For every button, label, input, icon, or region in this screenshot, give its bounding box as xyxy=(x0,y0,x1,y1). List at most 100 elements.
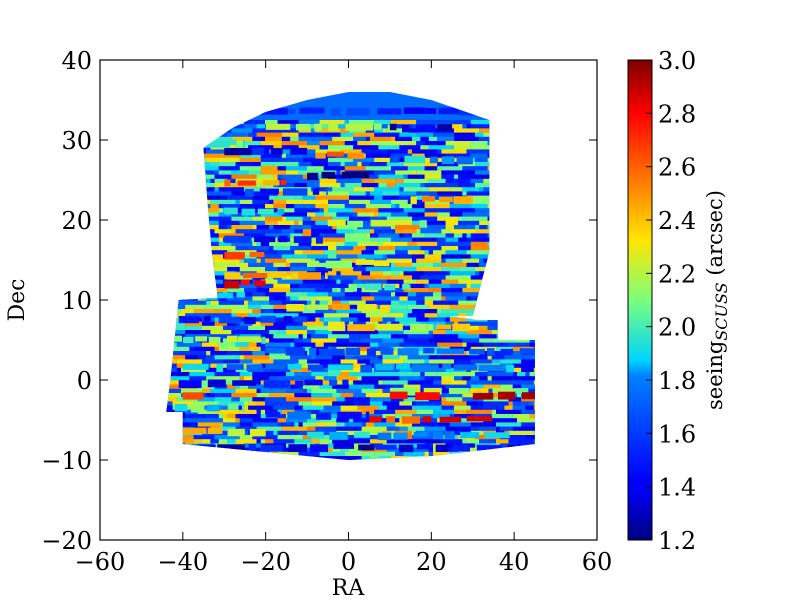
seeing-cell xyxy=(462,342,467,348)
seeing-cell xyxy=(378,246,396,251)
seeing-cell xyxy=(302,334,307,339)
seeing-cell xyxy=(445,220,459,226)
seeing-cell xyxy=(286,170,299,175)
seeing-cell xyxy=(256,380,261,385)
seeing-cell xyxy=(193,342,202,348)
seeing-stripe xyxy=(315,152,326,159)
seeing-cell xyxy=(260,372,286,377)
y-tick-label: 30 xyxy=(61,127,92,155)
seeing-cell xyxy=(260,258,265,264)
seeing-cell xyxy=(458,174,471,180)
seeing-cell xyxy=(349,334,370,339)
seeing-stripe xyxy=(476,444,492,452)
seeing-cell xyxy=(349,447,362,453)
seeing-cell xyxy=(420,275,446,280)
seeing-cell xyxy=(328,422,337,427)
seeing-cell xyxy=(365,191,370,196)
seeing-stripe xyxy=(389,391,408,399)
seeing-cell xyxy=(479,338,492,343)
seeing-cell xyxy=(214,246,236,251)
seeing-cell xyxy=(239,267,265,272)
seeing-cell xyxy=(441,149,467,154)
seeing-cell xyxy=(365,153,391,159)
seeing-cell xyxy=(265,397,286,402)
seeing-cell xyxy=(365,267,391,272)
seeing-cell xyxy=(277,451,299,457)
seeing-cell xyxy=(256,124,265,129)
seeing-cell xyxy=(437,191,463,196)
seeing-stripe xyxy=(422,416,432,423)
seeing-cell xyxy=(256,183,261,188)
seeing-cell xyxy=(290,267,316,272)
seeing-cell xyxy=(302,157,328,163)
colorbar-tick-label: 1.8 xyxy=(658,367,696,395)
seeing-stripe xyxy=(207,427,223,434)
seeing-stripe xyxy=(203,315,211,322)
seeing-cell xyxy=(315,212,324,217)
seeing-cell xyxy=(214,187,219,192)
seeing-cell xyxy=(412,414,433,419)
seeing-stripe xyxy=(227,335,238,343)
seeing-cell xyxy=(353,212,358,217)
seeing-stripe xyxy=(183,336,194,344)
seeing-cell xyxy=(244,258,257,264)
seeing-cell xyxy=(512,443,517,448)
seeing-cell xyxy=(273,313,299,318)
seeing-stripe xyxy=(413,431,429,437)
seeing-cell xyxy=(517,338,530,343)
seeing-stripe xyxy=(487,348,495,357)
seeing-cell xyxy=(311,393,333,398)
seeing-cell xyxy=(328,246,337,251)
seeing-cell xyxy=(302,422,316,427)
seeing-cell xyxy=(231,191,244,196)
seeing-stripe xyxy=(423,347,435,354)
seeing-cell xyxy=(395,292,404,297)
seeing-stripe xyxy=(174,335,182,342)
seeing-cell xyxy=(302,199,328,205)
seeing-cell xyxy=(420,372,425,377)
seeing-cell xyxy=(353,132,375,138)
seeing-cell xyxy=(319,233,324,238)
seeing-cell xyxy=(470,376,480,381)
seeing-cell xyxy=(475,132,484,138)
seeing-cell xyxy=(340,132,354,138)
seeing-cell xyxy=(500,435,526,440)
seeing-cell xyxy=(470,241,488,247)
seeing-cell xyxy=(370,233,379,238)
seeing-cell xyxy=(424,153,446,159)
seeing-cell xyxy=(403,271,425,276)
seeing-cell xyxy=(210,250,228,255)
seeing-cell xyxy=(290,246,312,251)
seeing-cell xyxy=(445,237,459,243)
seeing-cell xyxy=(399,426,408,432)
seeing-cell xyxy=(336,250,362,255)
seeing-cell xyxy=(260,141,282,146)
seeing-cell xyxy=(235,199,240,205)
seeing-cell xyxy=(286,258,312,264)
seeing-stripe xyxy=(287,363,302,370)
seeing-stripe xyxy=(217,444,245,453)
seeing-cell xyxy=(454,409,467,415)
seeing-cell xyxy=(323,405,341,411)
seeing-cell xyxy=(256,439,261,444)
seeing-cell xyxy=(256,288,270,293)
seeing-cell xyxy=(269,241,291,247)
seeing-cell xyxy=(391,313,404,318)
seeing-cell xyxy=(311,162,324,167)
seeing-cell xyxy=(307,426,316,432)
seeing-stripe xyxy=(328,123,339,132)
seeing-cell xyxy=(315,288,333,293)
seeing-stripe xyxy=(375,444,397,450)
seeing-stripe xyxy=(224,207,238,215)
seeing-cell xyxy=(323,162,328,167)
seeing-stripe xyxy=(265,347,286,354)
seeing-cell xyxy=(378,145,400,150)
seeing-stripe xyxy=(433,431,444,439)
seeing-cell xyxy=(281,275,299,280)
seeing-cell xyxy=(357,212,370,217)
seeing-cell xyxy=(361,162,370,167)
seeing-cell xyxy=(416,267,442,272)
seeing-cell xyxy=(332,124,349,129)
colorbar-tick-label: 2.2 xyxy=(658,260,696,288)
seeing-cell xyxy=(500,443,513,448)
